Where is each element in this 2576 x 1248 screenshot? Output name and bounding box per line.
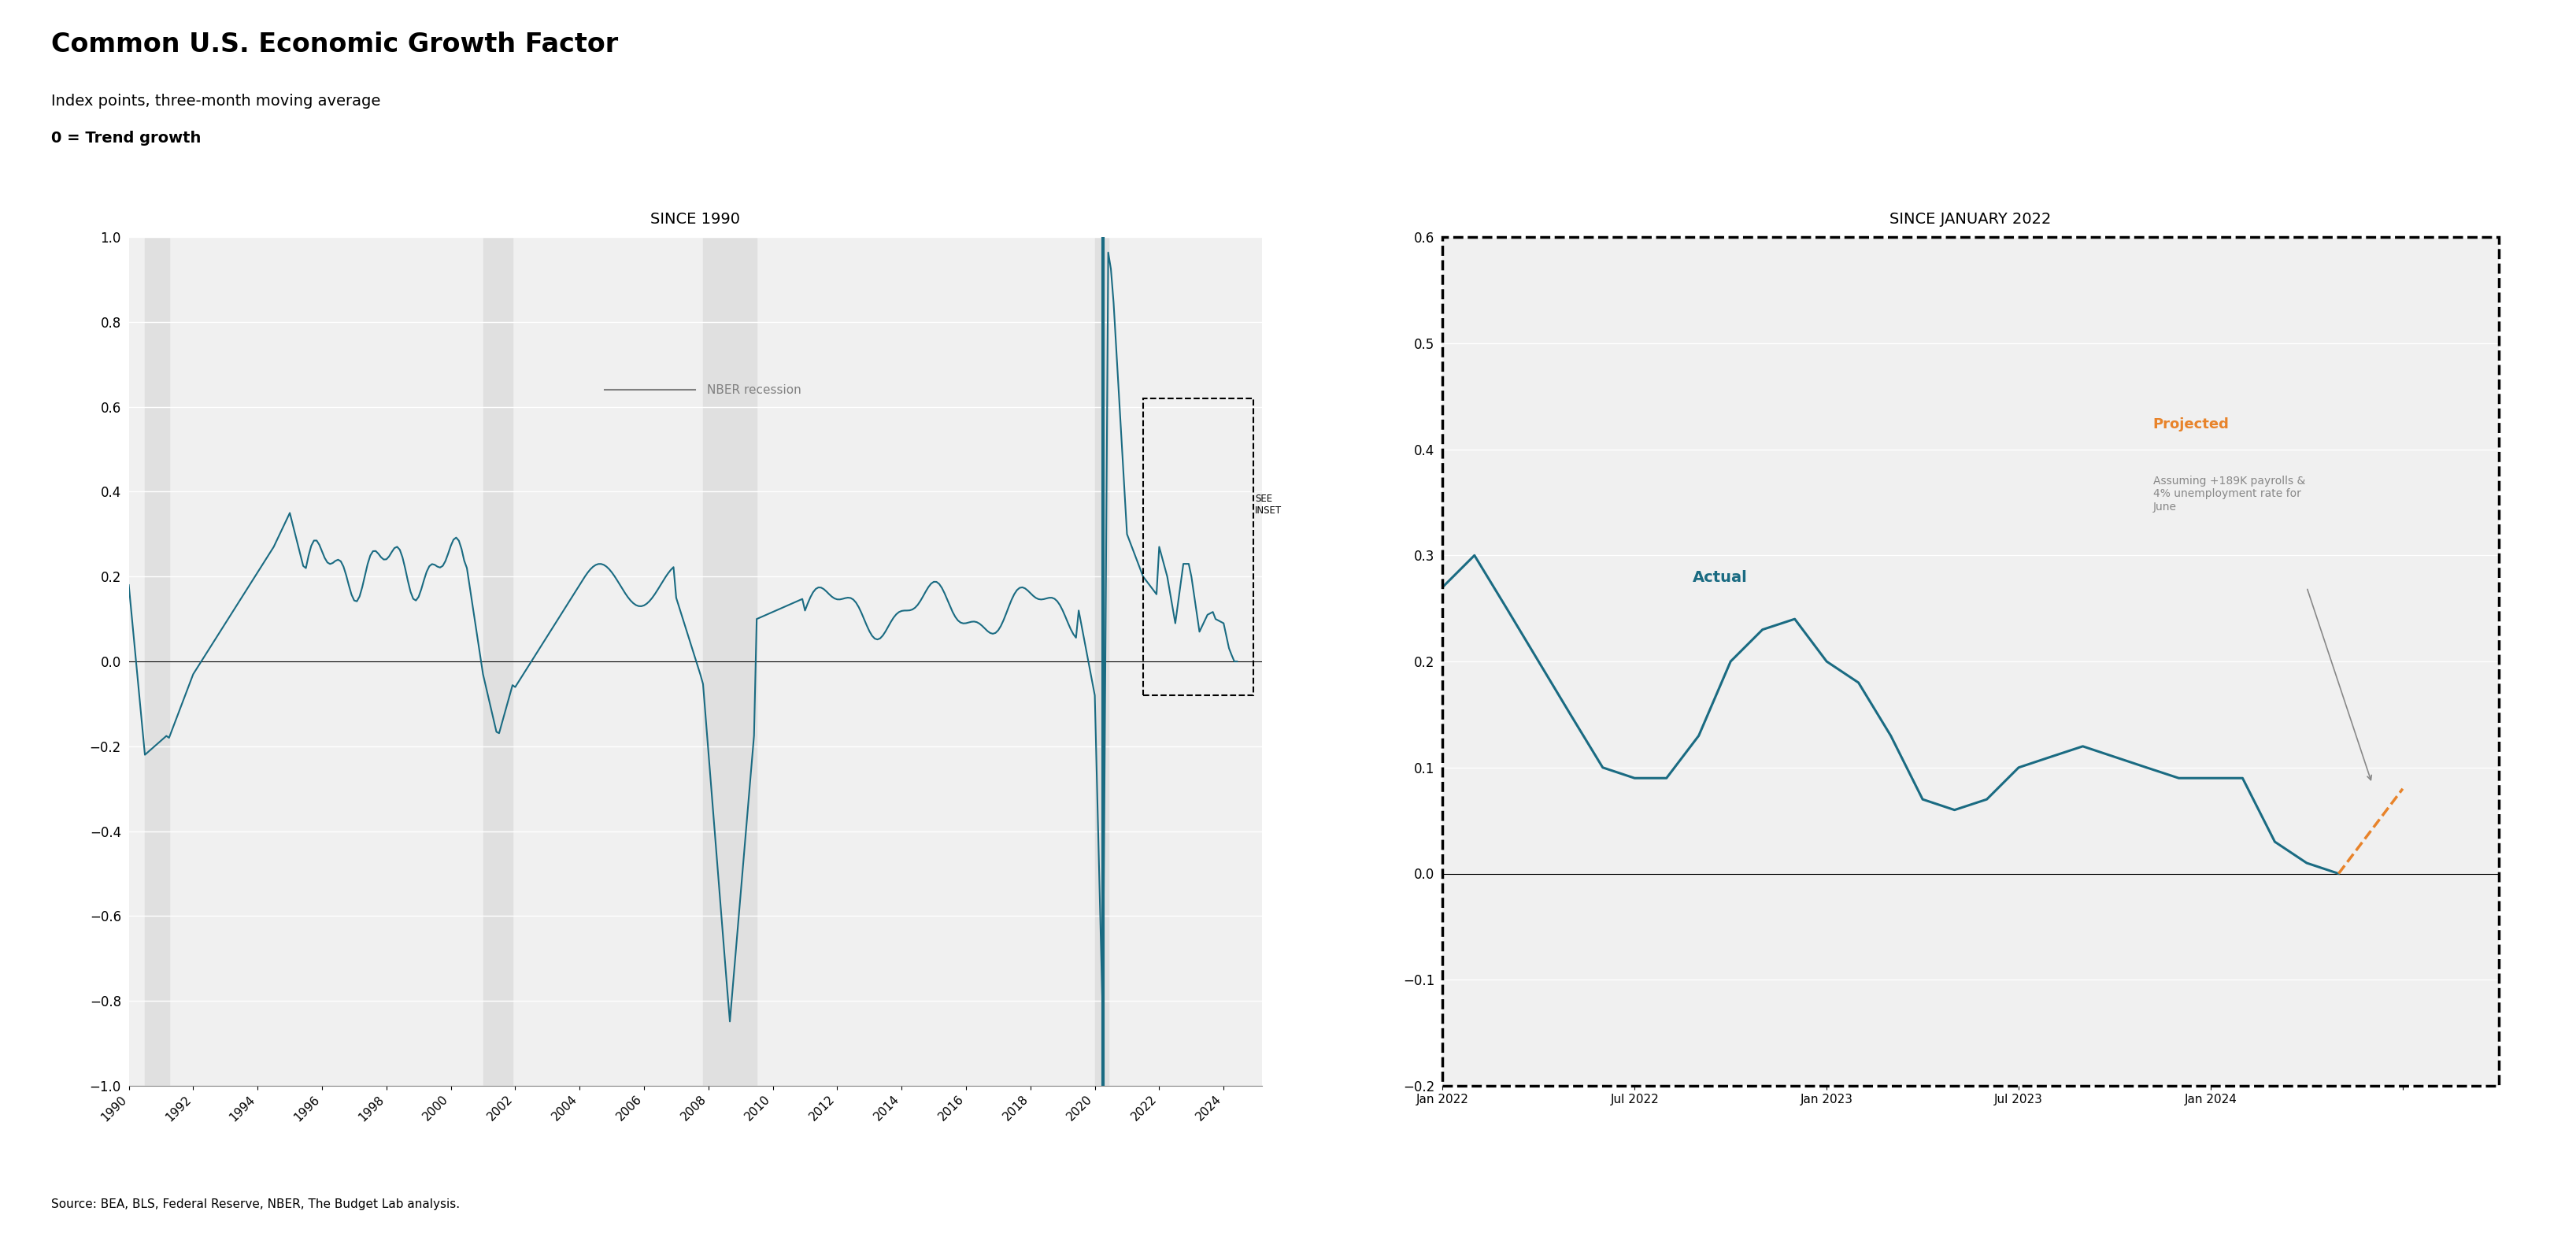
Bar [703,237,757,1086]
Bar [484,237,513,1086]
Text: Projected: Projected [2154,417,2228,432]
Bar [1144,398,1255,695]
Text: Common U.S. Economic Growth Factor: Common U.S. Economic Growth Factor [52,31,618,57]
Text: 0 = Trend growth: 0 = Trend growth [52,131,201,146]
Text: Assuming +189K payrolls &
4% unemployment rate for
June: Assuming +189K payrolls & 4% unemploymen… [2154,475,2306,513]
Bar [1095,237,1108,1086]
Title: SINCE JANUARY 2022: SINCE JANUARY 2022 [1891,212,2050,227]
Text: Source: BEA, BLS, Federal Reserve, NBER, The Budget Lab analysis.: Source: BEA, BLS, Federal Reserve, NBER,… [52,1198,461,1209]
Text: SEE
INSET: SEE INSET [1255,493,1283,515]
Title: SINCE 1990: SINCE 1990 [652,212,739,227]
Text: Index points, three-month moving average: Index points, three-month moving average [52,94,381,109]
Bar [144,237,170,1086]
Text: Actual: Actual [1692,570,1747,585]
Bar [1443,237,2499,1086]
Text: NBER recession: NBER recession [706,384,801,396]
